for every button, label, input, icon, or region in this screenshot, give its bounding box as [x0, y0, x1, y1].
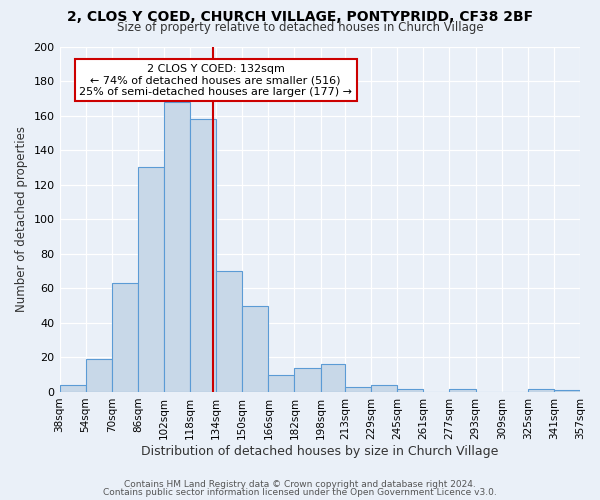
Bar: [86, 359, 112, 392]
X-axis label: Distribution of detached houses by size in Church Village: Distribution of detached houses by size …: [141, 444, 499, 458]
Text: Contains public sector information licensed under the Open Government Licence v3: Contains public sector information licen…: [103, 488, 497, 497]
Text: 2, CLOS Y COED, CHURCH VILLAGE, PONTYPRIDD, CF38 2BF: 2, CLOS Y COED, CHURCH VILLAGE, PONTYPRI…: [67, 10, 533, 24]
Y-axis label: Number of detached properties: Number of detached properties: [15, 126, 28, 312]
Bar: [449, 388, 476, 392]
Text: Contains HM Land Registry data © Crown copyright and database right 2024.: Contains HM Land Registry data © Crown c…: [124, 480, 476, 489]
Bar: [242, 306, 268, 392]
Bar: [295, 368, 320, 392]
Bar: [216, 271, 242, 392]
Bar: [190, 119, 216, 392]
Bar: [528, 388, 554, 392]
Bar: [138, 168, 164, 392]
Bar: [345, 387, 371, 392]
Text: Size of property relative to detached houses in Church Village: Size of property relative to detached ho…: [116, 22, 484, 35]
Bar: [268, 374, 295, 392]
Bar: [59, 385, 86, 392]
Bar: [164, 102, 190, 392]
Text: 2 CLOS Y COED: 132sqm
← 74% of detached houses are smaller (516)
25% of semi-det: 2 CLOS Y COED: 132sqm ← 74% of detached …: [79, 64, 352, 97]
Bar: [554, 390, 580, 392]
Bar: [371, 385, 397, 392]
Bar: [397, 388, 424, 392]
Bar: [112, 283, 138, 392]
Bar: [320, 364, 345, 392]
